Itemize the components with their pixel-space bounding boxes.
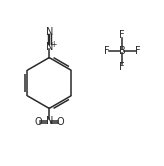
Text: F: F xyxy=(119,30,125,41)
Text: O: O xyxy=(34,117,42,127)
Text: N: N xyxy=(46,42,53,52)
Text: F: F xyxy=(104,46,109,56)
Text: O: O xyxy=(57,117,64,127)
Text: +: + xyxy=(51,40,57,49)
Text: B: B xyxy=(119,46,126,56)
Text: F: F xyxy=(119,62,125,72)
Text: F: F xyxy=(135,46,141,56)
Text: N: N xyxy=(46,116,53,126)
Text: N: N xyxy=(46,27,53,37)
